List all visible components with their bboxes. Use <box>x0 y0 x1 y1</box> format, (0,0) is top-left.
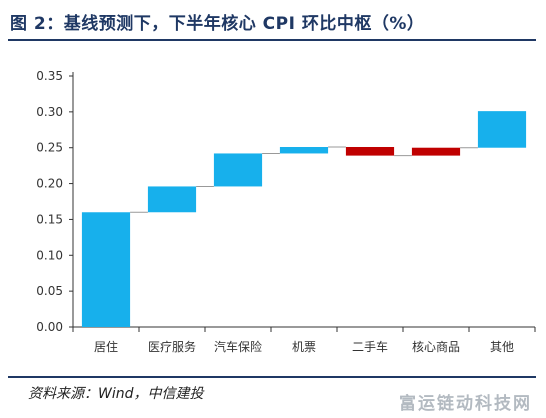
y-tick-label: 0.35 <box>36 69 63 83</box>
bar-7 <box>477 111 527 148</box>
bar-3 <box>213 153 263 187</box>
bar-5 <box>345 146 395 156</box>
y-tick-label: 0.20 <box>36 177 63 191</box>
y-tick-label: 0.30 <box>36 105 63 119</box>
connector-lines <box>130 146 478 213</box>
y-axis-ticks: 0.00 0.05 0.10 0.15 0.20 0.25 0.30 0.35 <box>36 69 73 334</box>
source-note: 资料来源：Wind，中信建投 <box>28 386 204 402</box>
category-label: 二手车 <box>352 339 388 354</box>
y-tick-label: 0.15 <box>36 212 63 226</box>
bar-4 <box>279 146 329 154</box>
category-label: 核心商品 <box>412 339 460 354</box>
category-label: 居住 <box>94 340 118 354</box>
y-tick-label: 0.05 <box>36 284 63 298</box>
waterfall-chart: 0.00 0.05 0.10 0.15 0.20 0.25 0.30 0.35 居住 医疗服务 汽… <box>36 69 536 354</box>
y-tick-label: 0.10 <box>36 248 63 262</box>
y-tick-label: 0.00 <box>36 320 63 334</box>
y-tick-label: 0.25 <box>36 141 63 155</box>
title-rule <box>8 39 536 41</box>
category-label: 汽车保险 <box>214 339 262 354</box>
bars <box>81 111 527 327</box>
category-label: 机票 <box>292 340 316 354</box>
watermark: 富运链动科技网 <box>399 394 532 414</box>
bar-1 <box>81 212 131 327</box>
bar-6 <box>411 147 461 156</box>
source-rule <box>8 376 536 378</box>
category-label: 医疗服务 <box>148 339 196 354</box>
chart-title: 图 2：基线预测下，下半年核心 CPI 环比中枢（%） <box>10 14 425 34</box>
x-axis-ticks: 居住 医疗服务 汽车保险 机票 二手车 核心商品 其他 <box>72 327 536 354</box>
category-label: 其他 <box>490 340 514 354</box>
bar-2 <box>147 186 197 213</box>
